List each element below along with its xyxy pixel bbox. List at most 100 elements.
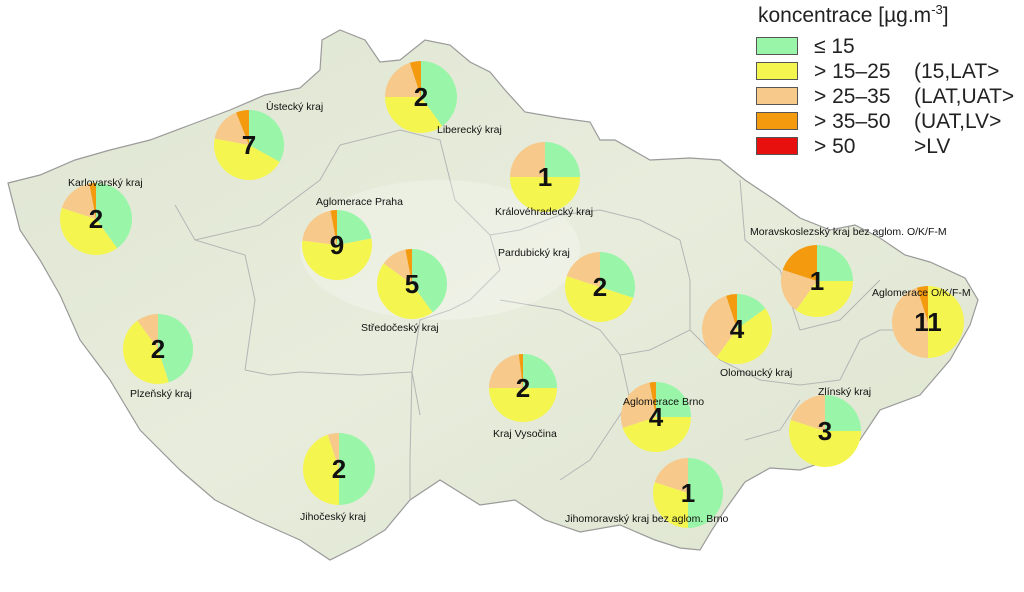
pie-liberecky: 2 Liberecký kraj — [385, 61, 502, 136]
pie-slice-c3 — [781, 269, 817, 311]
pie-slice-c3 — [566, 251, 600, 287]
pie-slice-c2 — [789, 419, 861, 467]
region-label: Aglomerace Brno — [623, 396, 704, 408]
pie-jihomoravsky: 1 Jihomoravský kraj bez aglom. Brno — [565, 458, 729, 528]
legend-range: ≤ 15 — [814, 35, 855, 58]
region-label: Olomoucký kraj — [720, 367, 792, 379]
pie-station-count: 7 — [242, 130, 256, 160]
pie-slice-c2 — [214, 138, 280, 180]
pie-slice-c3 — [214, 112, 249, 145]
pie-slice-c4 — [782, 245, 817, 281]
pie-stredocesky: 5 Středočeský kraj — [361, 249, 448, 334]
legend-range: > 35–50 — [814, 110, 891, 133]
pie-station-count: 2 — [332, 454, 346, 484]
region-label: Karlovarský kraj — [68, 177, 143, 189]
pie-slice-c2 — [385, 97, 443, 133]
pie-slice-c2 — [302, 238, 373, 281]
pie-slice-c4 — [409, 61, 421, 97]
region-label: Moravskoslezský kraj bez aglom. O/K/F-M — [750, 226, 947, 238]
pie-slice-c2 — [928, 286, 964, 358]
legend-item-15-25: > 15–25 (15,LAT> — [756, 60, 1024, 84]
pie-slice-c1 — [817, 245, 853, 281]
pie-slice-c2 — [489, 388, 557, 422]
pie-slice-c2 — [376, 263, 433, 320]
legend-item-gt50: > 50 >LV — [756, 135, 1024, 159]
legend-class: (UAT,LV> — [914, 110, 1002, 133]
pie-station-count: 4 — [649, 402, 664, 432]
pie-slice-c2 — [795, 281, 853, 317]
region-label: Středočeský kraj — [361, 322, 439, 334]
pie-station-count: 5 — [405, 269, 419, 299]
pie-slice-c3 — [61, 183, 96, 219]
pie-slice-c3 — [790, 395, 825, 431]
legend-swatch — [756, 137, 798, 155]
legend-swatch — [756, 87, 798, 105]
pie-slice-c3 — [654, 458, 688, 493]
legend-class: (15,LAT> — [914, 60, 1000, 83]
pie-slice-c3 — [510, 142, 545, 177]
pie-slice-c1 — [421, 61, 457, 127]
pie-olomoucky: 4 Olomoucký kraj — [701, 294, 792, 379]
legend-swatch — [756, 62, 798, 80]
pie-slice-c3 — [891, 287, 928, 358]
pie-vysocina: 2 Kraj Vysočina — [489, 354, 557, 440]
pie-station-count: 3 — [818, 416, 832, 446]
legend-title-close: ] — [942, 4, 949, 27]
pie-aglom-ostrava: 11 Aglomerace O/K/F-M — [872, 285, 971, 358]
pie-slice-c2 — [565, 276, 634, 322]
region-label: Liberecký kraj — [437, 124, 502, 136]
region-label: Pardubický kraj — [498, 247, 570, 259]
region-label: Plzeňský kraj — [130, 388, 192, 400]
pie-station-count: 11 — [914, 307, 942, 337]
pie-station-count: 1 — [538, 162, 552, 192]
pie-slice-c1 — [412, 249, 448, 313]
region-label: Jihomoravský kraj bez aglom. Brno — [565, 513, 729, 525]
pie-station-count: 2 — [89, 204, 103, 234]
pie-slice-c1 — [825, 395, 861, 431]
pie-station-count: 1 — [681, 478, 695, 508]
pie-slice-c3 — [383, 249, 412, 284]
pie-slice-c1 — [96, 183, 132, 249]
pie-slice-c4 — [649, 382, 656, 417]
region-label: Aglomerace O/K/F-M — [872, 287, 971, 299]
pie-slice-c1 — [600, 252, 636, 298]
pie-station-count: 1 — [810, 266, 824, 296]
pie-station-count: 2 — [414, 82, 428, 112]
pie-slice-c4 — [518, 354, 523, 388]
pie-slice-c4 — [330, 210, 337, 245]
pie-station-count: 4 — [730, 314, 745, 344]
pie-slice-c3 — [701, 295, 737, 358]
pie-slice-c1 — [337, 210, 372, 245]
pie-slice-c4 — [726, 294, 737, 329]
pie-karlovarsky: 2 Karlovarský kraj — [60, 177, 143, 255]
pie-slice-c4 — [89, 183, 96, 219]
legend-title: koncentrace [µg.m-3] — [758, 2, 949, 28]
pie-slice-c1 — [737, 294, 766, 329]
legend: koncentrace [µg.m-3] ≤ 15 > 15–25 (15,LA… — [748, 0, 1024, 170]
pie-slice-c3 — [327, 433, 339, 469]
pie-slice-c4 — [916, 285, 928, 322]
pie-slice-c1 — [249, 110, 284, 162]
region-label: Kraj Vysočina — [493, 428, 557, 440]
region-label: Zlínský kraj — [818, 386, 871, 398]
legend-class: (LAT,UAT> — [914, 85, 1015, 108]
pie-slice-c4 — [405, 249, 412, 284]
pie-kralovehradecky: 1 Královéhradecký kraj — [495, 142, 593, 218]
pie-station-count: 2 — [151, 334, 165, 364]
pie-slice-c2 — [60, 207, 118, 255]
pie-plzensky: 2 Plzeňský kraj — [122, 314, 194, 400]
pie-slice-c3 — [385, 62, 421, 97]
legend-item-25-35: > 25–35 (LAT,UAT> — [756, 85, 1024, 109]
region-label: Jihočeský kraj — [300, 511, 366, 523]
legend-item-le15: ≤ 15 — [756, 35, 1024, 59]
legend-range: > 15–25 — [814, 60, 891, 83]
pie-slice-c1 — [545, 142, 580, 177]
pie-pardubicky: 2 Pardubický kraj — [498, 247, 636, 322]
region-label: Aglomerace Praha — [316, 196, 403, 208]
legend-title-superscript: -3 — [931, 2, 943, 17]
legend-range: > 25–35 — [814, 85, 891, 108]
pie-slice-c3 — [489, 354, 523, 388]
pie-chart-layer: 7 Ústecký kraj 2 Liberecký kraj 2 Karlovarský… — [60, 61, 971, 528]
pie-slice-c2 — [510, 177, 580, 212]
